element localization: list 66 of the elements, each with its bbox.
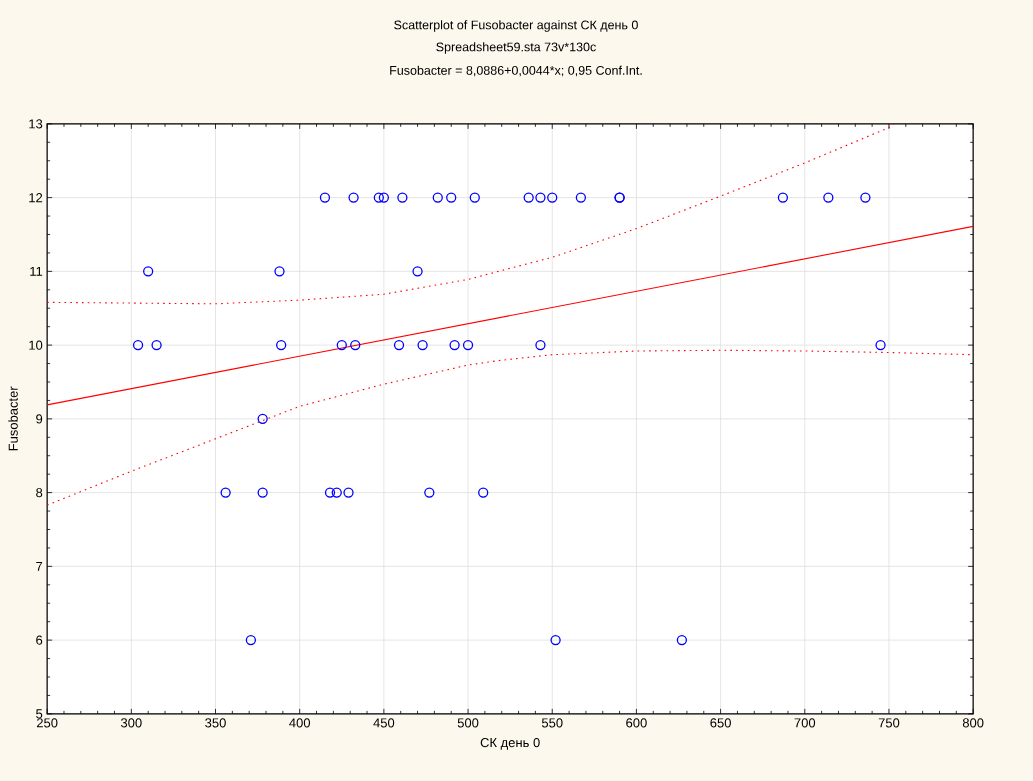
point: [478, 487, 489, 498]
point: [324, 487, 336, 498]
chart-title: Scatterplot of Fusobacter against СК день 0: [394, 20, 638, 32]
point: [257, 413, 268, 425]
point: [449, 339, 460, 351]
point: [378, 192, 390, 203]
x-tick-label: 550: [541, 718, 563, 728]
x-tick-label: 750: [878, 718, 900, 728]
point: [276, 339, 287, 351]
point: [860, 192, 871, 203]
chart-subtitle: Spreadsheet59.sta 73v*130c: [436, 42, 596, 54]
x-axis-title: СК день 0: [480, 737, 540, 750]
y-tick-label: 12: [29, 193, 43, 203]
y-tick-label: 7: [36, 561, 43, 571]
y-tick-label: 10: [29, 340, 43, 350]
x-tick-label: 650: [710, 718, 731, 728]
x-tick-label: 400: [289, 718, 311, 728]
point: [523, 192, 534, 203]
y-tick-label: 9: [36, 414, 43, 424]
x-tick-label: 700: [794, 718, 816, 728]
point: [274, 266, 285, 277]
point: [220, 487, 231, 498]
y-tick-label: 8: [36, 488, 43, 498]
point: [373, 192, 384, 203]
point: [257, 487, 268, 498]
point: [446, 192, 457, 203]
point: [417, 339, 428, 351]
point: [676, 634, 688, 646]
point: [547, 192, 558, 203]
point: [143, 266, 154, 277]
y-tick-label: 6: [36, 635, 43, 645]
point: [343, 487, 354, 498]
point: [151, 339, 162, 351]
point: [424, 487, 435, 498]
point: [462, 339, 474, 351]
point: [550, 634, 561, 646]
point: [319, 192, 331, 203]
x-tick-label: 250: [36, 718, 58, 728]
point: [469, 192, 480, 203]
text: Fusobacter = 8,0886+0,0044*x; 0,95 Conf.Int.: [390, 65, 642, 77]
x-tick-label: 500: [457, 718, 479, 728]
point: [535, 339, 546, 351]
point: [350, 339, 361, 351]
y-tick-label: 5: [36, 709, 43, 719]
point: [875, 339, 886, 351]
y-tick-label: 13: [29, 119, 43, 129]
y-axis-title: Fusobacter: [8, 386, 18, 451]
x-tick-label: 800: [962, 718, 984, 728]
point: [575, 192, 587, 203]
x-tick-label: 600: [626, 718, 647, 728]
point: [823, 192, 834, 203]
x-tick-label: 350: [205, 718, 226, 728]
point: [535, 192, 546, 203]
point: [432, 192, 443, 203]
point: [397, 192, 408, 203]
x-tick-label: 450: [373, 718, 395, 728]
point: [331, 487, 342, 498]
point: [393, 339, 405, 351]
point: [348, 192, 359, 203]
point: [245, 634, 257, 646]
x-tick-label: 300: [120, 718, 142, 728]
point: [132, 339, 144, 351]
y-tick-label: 11: [30, 266, 43, 276]
point: [336, 339, 347, 351]
point: [412, 266, 423, 277]
point: [777, 192, 789, 203]
